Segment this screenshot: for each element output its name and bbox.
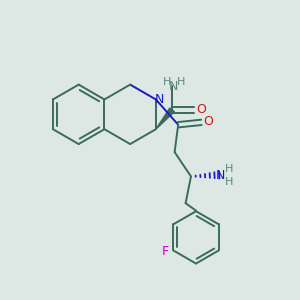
Text: O: O: [196, 103, 206, 116]
Text: O: O: [203, 115, 213, 128]
Text: H: H: [177, 77, 185, 88]
Text: F: F: [161, 244, 169, 258]
Text: H: H: [224, 176, 233, 187]
Text: H: H: [224, 164, 233, 174]
Text: N: N: [155, 93, 164, 106]
Text: N: N: [169, 80, 178, 93]
Text: H: H: [163, 77, 171, 88]
Polygon shape: [156, 108, 174, 129]
Text: N: N: [215, 169, 225, 182]
